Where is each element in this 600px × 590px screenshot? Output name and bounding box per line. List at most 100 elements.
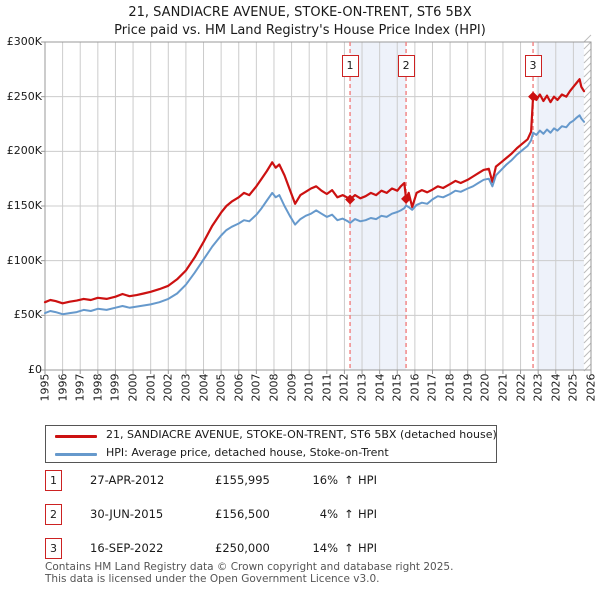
transaction-price: £250,000 (215, 541, 270, 555)
up-arrow-icon: ↑ (344, 473, 354, 487)
transaction-hpi-ref: HPI (358, 541, 377, 555)
x-axis-tick-label: 1999 (108, 373, 122, 402)
future-hatch-line (583, 34, 592, 43)
plot-frame (44, 41, 592, 371)
future-hatch-line (583, 258, 592, 267)
x-axis-tick-label: 2026 (584, 373, 598, 402)
future-hatch-line (583, 286, 592, 295)
y-axis-tick-label: £300K (6, 35, 42, 48)
future-hatch-line (583, 48, 592, 57)
sale-marker-flag-2: 2 (397, 55, 415, 77)
future-hatch-line (583, 125, 592, 134)
transaction-row-2: 2 30-JUN-2015 £156,500 4% ↑ HPI (45, 504, 555, 528)
future-hatch-line (583, 111, 592, 120)
transaction-number-badge: 2 (45, 504, 62, 525)
x-axis-tick-label: 2004 (197, 373, 211, 402)
x-axis-tick-label: 2022 (514, 373, 528, 402)
future-hatch-line (583, 153, 592, 162)
chart-plot-area (41, 34, 592, 374)
price-history-chart (41, 34, 592, 374)
hpi-line (44, 114, 585, 316)
future-hatch-line (583, 251, 592, 260)
transaction-hpi-delta: 14% (312, 541, 338, 555)
y-axis-tick-label: £200K (6, 144, 42, 158)
future-hatch-line (583, 335, 592, 344)
hpi-line-sample (55, 453, 97, 456)
future-hatch-line (583, 223, 592, 232)
future-hatch-line (583, 272, 592, 281)
transaction-number-badge: 3 (45, 538, 62, 559)
x-axis-tick-label: 2000 (126, 373, 140, 402)
future-hatch-line (583, 202, 592, 211)
x-axis-tick-label: 1998 (91, 373, 105, 402)
future-hatch-line (583, 55, 592, 64)
future-hatch-line (583, 237, 592, 246)
future-hatch-line (583, 132, 592, 141)
future-hatch-line (583, 342, 592, 351)
x-axis-tick-label: 2018 (443, 373, 457, 402)
up-arrow-icon: ↑ (344, 541, 354, 555)
footer-line-1: Contains HM Land Registry data © Crown c… (45, 561, 454, 573)
future-hatch-line (583, 69, 592, 78)
x-axis-tick-label: 2020 (478, 373, 492, 402)
future-hatch-line (583, 181, 592, 190)
chart-legend: 21, SANDIACRE AVENUE, STOKE-ON-TRENT, ST… (45, 425, 497, 463)
future-hatch-line (583, 62, 592, 71)
y-axis-tick-label: £50K (13, 308, 42, 322)
future-hatch-line (583, 146, 592, 155)
future-hatch-line (583, 209, 592, 218)
x-axis-tick-label: 1997 (73, 373, 87, 402)
future-hatch-line (583, 118, 592, 127)
x-axis-tick-label: 2017 (425, 373, 439, 402)
transaction-row-3: 3 16-SEP-2022 £250,000 14% ↑ HPI (45, 538, 555, 562)
legend-item-price-paid: 21, SANDIACRE AVENUE, STOKE-ON-TRENT, ST… (46, 427, 497, 444)
future-hatch-line (583, 83, 592, 92)
x-axis-tick-label: 2021 (496, 373, 510, 402)
transaction-date: 16-SEP-2022 (90, 541, 164, 555)
future-hatch-line (583, 300, 592, 309)
future-hatch-line (583, 244, 592, 253)
transaction-row-1: 1 27-APR-2012 £155,995 16% ↑ HPI (45, 470, 555, 494)
price-paid-line (43, 78, 586, 305)
sale-point-diamond (528, 91, 539, 102)
x-axis-tick-label: 2013 (355, 373, 369, 402)
transaction-number-badge: 1 (45, 470, 62, 491)
page-title: 21, SANDIACRE AVENUE, STOKE-ON-TRENT, ST… (128, 5, 472, 20)
x-axis-tick-label: 2016 (408, 373, 422, 402)
x-axis-tick-label: 1996 (56, 373, 70, 402)
future-hatch-line (583, 307, 592, 316)
x-axis-tick-label: 2007 (249, 373, 263, 402)
legend-label-hpi: HPI: Average price, detached house, Stok… (106, 446, 389, 459)
copyright-footer: Contains HM Land Registry data © Crown c… (45, 561, 454, 585)
future-hatch-line (583, 90, 592, 99)
transaction-price: £155,995 (215, 473, 270, 487)
future-hatch-line (583, 314, 592, 323)
x-axis-tick-label: 2008 (267, 373, 281, 402)
y-axis-tick-label: £250K (6, 89, 42, 103)
future-hatch-line (583, 195, 592, 204)
future-hatch-line (583, 293, 592, 302)
x-axis-tick-label: 2025 (566, 373, 580, 402)
x-axis-tick-label: 1995 (38, 373, 52, 402)
y-axis-tick-label: £0 (28, 363, 42, 376)
future-hatch-line (583, 76, 592, 85)
transaction-hpi-delta: 4% (319, 507, 338, 521)
transaction-hpi-ref: HPI (358, 473, 377, 487)
footer-line-2: This data is licensed under the Open Gov… (45, 572, 380, 585)
page-subtitle: Price paid vs. HM Land Registry's House … (114, 23, 486, 38)
x-axis-tick-label: 2005 (214, 373, 228, 402)
future-hatch-line (583, 41, 592, 50)
future-hatch-line (583, 230, 592, 239)
sale-marker-flag-1: 1 (341, 55, 359, 77)
legend-label-price-paid: 21, SANDIACRE AVENUE, STOKE-ON-TRENT, ST… (106, 428, 497, 441)
y-axis-tick-label: £100K (6, 253, 42, 267)
x-axis-tick-label: 2024 (549, 373, 563, 402)
transaction-hpi-ref: HPI (358, 507, 377, 521)
future-hatch-line (583, 265, 592, 274)
up-arrow-icon: ↑ (344, 507, 354, 521)
x-axis-tick-label: 2002 (161, 373, 175, 402)
x-axis-tick-label: 2003 (179, 373, 193, 402)
transaction-date: 30-JUN-2015 (90, 507, 164, 521)
x-axis-tick-label: 2011 (320, 373, 334, 402)
